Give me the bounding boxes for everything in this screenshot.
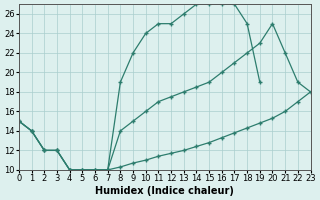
X-axis label: Humidex (Indice chaleur): Humidex (Indice chaleur) (95, 186, 234, 196)
